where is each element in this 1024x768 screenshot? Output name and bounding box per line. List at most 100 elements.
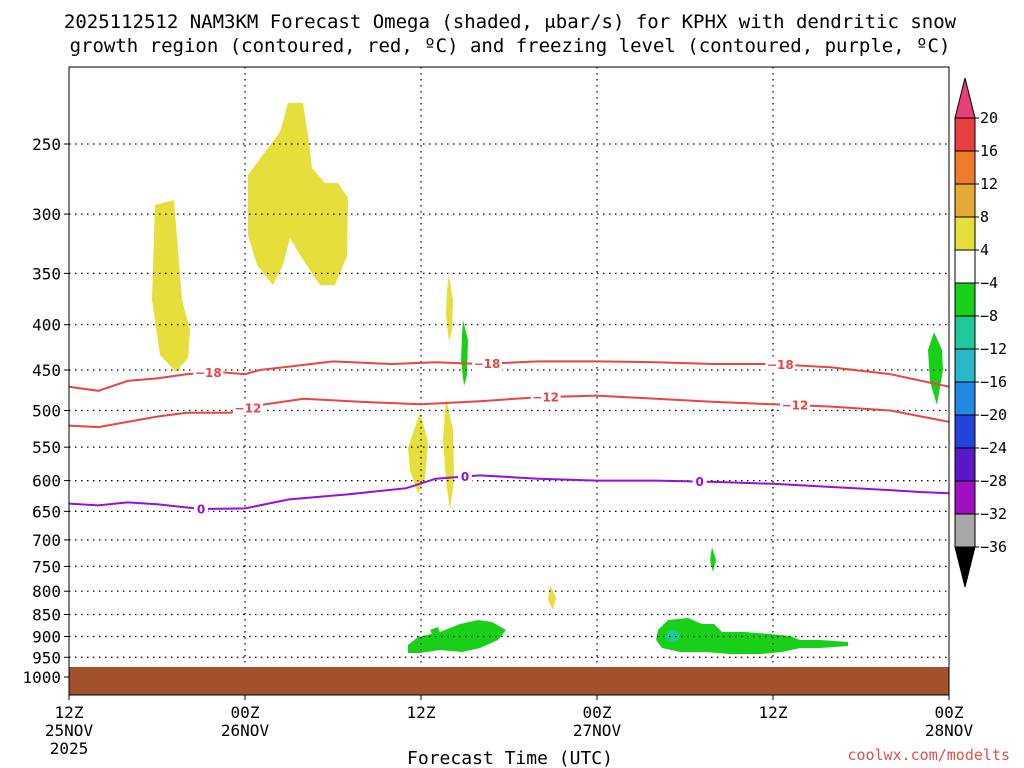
chart-title-line-1: 2025112512 NAM3KM Forecast Omega (shaded… — [64, 11, 957, 33]
colorbar-label: −8 — [980, 307, 998, 325]
y-tick-label: 950 — [32, 648, 61, 667]
omega-region-negative — [461, 320, 468, 386]
contour-label-bg — [193, 365, 224, 380]
colorbar-swatch — [954, 381, 976, 416]
chart-title-line-2: growth region (contoured, red, ºC) and f… — [70, 35, 951, 57]
colorbar-label: 8 — [980, 208, 989, 226]
contour-label-bg — [232, 401, 263, 416]
y-tick-label: 500 — [32, 402, 61, 421]
y-tick-label: 1000 — [22, 668, 61, 687]
y-tick-label: 600 — [32, 472, 61, 491]
colorbar-label: −12 — [980, 340, 1007, 358]
x-tick-date: 27NOV — [573, 721, 622, 740]
contour-label: −12 — [782, 399, 809, 413]
contour-label-bg — [692, 474, 707, 489]
omega-region-negative — [430, 627, 440, 634]
plot-frame — [68, 66, 950, 696]
contour-label-bg — [530, 390, 561, 405]
contour-label-bg — [472, 356, 502, 371]
credit-text: coolwx.com/modelts — [847, 746, 1010, 764]
contour-line--18 — [68, 360, 950, 392]
temperature-contours: −18 −18 −18 −12 −12 −12 0 0 0 — [68, 356, 950, 517]
omega-colorbar: 20 16 12 8 4 −4 −8 −12 −16 −20 −24 −28 −32 −36 — [954, 77, 1007, 588]
y-tick-label: 850 — [32, 606, 61, 625]
omega-region-positive — [443, 398, 454, 510]
contour-label-bg — [780, 398, 810, 413]
contour-label: 0 — [695, 475, 703, 489]
omega-region-positive — [446, 275, 453, 342]
ground-surface — [69, 667, 949, 695]
contour-label: 0 — [461, 470, 469, 484]
colorbar-swatch — [954, 117, 976, 152]
colorbar-swatch — [954, 414, 976, 449]
colorbar-label: −24 — [980, 439, 1007, 457]
omega-region-positive — [248, 103, 348, 285]
contour-label: −18 — [767, 358, 794, 372]
omega-region-negative — [710, 547, 716, 572]
colorbar-label: 4 — [980, 241, 989, 259]
x-tick-date: 26NOV — [221, 721, 270, 740]
omega-region-negative — [928, 332, 943, 405]
colorbar-swatch — [954, 282, 976, 317]
x-tick-time: 12Z — [407, 703, 436, 722]
omega-region-positive — [408, 412, 428, 494]
y-tick-label: 550 — [32, 438, 61, 457]
colorbar-swatch — [954, 249, 976, 284]
x-tick-date: 28NOV — [925, 721, 974, 740]
colorbar-swatch — [954, 348, 976, 383]
x-tick-time: 00Z — [231, 703, 260, 722]
colorbar-swatch — [954, 183, 976, 218]
y-tick-label: 700 — [32, 531, 61, 550]
y-tick-label: 800 — [32, 582, 61, 601]
contour-line--12 — [68, 394, 950, 429]
contour-label: 0 — [197, 503, 205, 517]
contour-label: −18 — [195, 366, 222, 380]
contour-label: −18 — [474, 357, 501, 371]
colorbar-label: −16 — [980, 373, 1007, 391]
contour-label-bg — [458, 469, 472, 484]
x-tick-time: 12Z — [55, 703, 84, 722]
contour-label: −12 — [532, 391, 559, 405]
contour-line-0 — [68, 474, 950, 511]
omega-region-negative-core — [665, 630, 680, 642]
colorbar-swatch — [954, 216, 976, 251]
x-tick-time: 12Z — [759, 703, 788, 722]
colorbar-label: 16 — [980, 142, 998, 160]
contour-label-bg — [765, 357, 796, 372]
y-tick-label: 300 — [32, 205, 61, 224]
colorbar-swatch — [954, 150, 976, 185]
colorbar-label: −32 — [980, 505, 1007, 523]
x-tick-time: 00Z — [583, 703, 612, 722]
colorbar-label: −28 — [980, 472, 1007, 490]
colorbar-bottom-arrow — [954, 546, 976, 588]
colorbar-swatch — [954, 513, 976, 548]
colorbar-top-arrow — [954, 77, 976, 119]
colorbar-swatch — [954, 480, 976, 515]
pressure-axis: 250 300 350 400 450 500 550 600 650 700 750 800 850 9… — [22, 135, 69, 687]
omega-region-positive — [152, 200, 190, 372]
y-tick-label: 650 — [32, 502, 61, 521]
x-tick-year: 2025 — [50, 739, 89, 758]
omega-region-negative — [656, 618, 848, 654]
x-tick-date: 25NOV — [45, 721, 94, 740]
colorbar-swatch — [954, 315, 976, 350]
colorbar-label: −4 — [980, 274, 998, 292]
omega-region-positive — [548, 585, 556, 610]
colorbar-label: 12 — [980, 175, 998, 193]
omega-shaded-regions — [152, 103, 943, 654]
y-tick-label: 750 — [32, 557, 61, 576]
y-tick-label: 900 — [32, 627, 61, 646]
y-tick-label: 350 — [32, 264, 61, 283]
y-tick-label: 400 — [32, 316, 61, 335]
contour-label-bg — [194, 502, 208, 516]
y-tick-label: 450 — [32, 361, 61, 380]
x-tick-time: 00Z — [935, 703, 964, 722]
colorbar-swatch — [954, 447, 976, 482]
colorbar-label: −36 — [980, 538, 1007, 556]
x-axis-label: Forecast Time (UTC) — [407, 748, 613, 768]
omega-region-negative — [408, 620, 506, 653]
colorbar-label: −20 — [980, 406, 1007, 424]
contour-label: −12 — [235, 402, 262, 416]
